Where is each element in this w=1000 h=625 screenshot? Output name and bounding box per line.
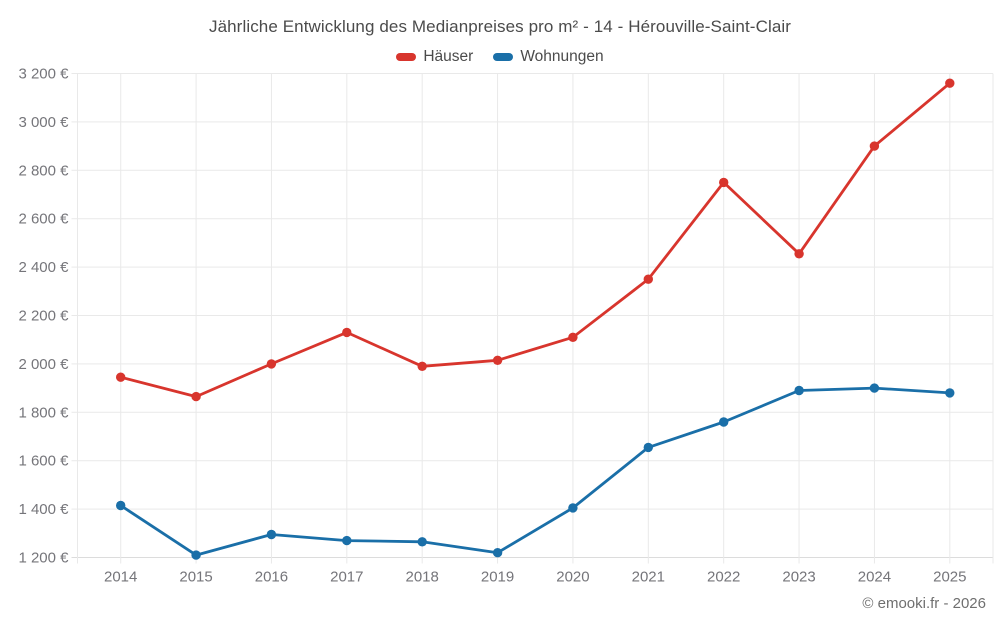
y-tick-label: 2 600 € [18, 211, 69, 228]
legend-item-hauser[interactable]: Häuser [396, 48, 473, 66]
data-point-hauser[interactable] [568, 332, 578, 342]
data-point-wohnungen[interactable] [568, 503, 578, 513]
footer-credit: © emooki.fr - 2026 [862, 595, 986, 612]
data-point-hauser[interactable] [869, 141, 880, 151]
x-tick-label: 2018 [406, 569, 439, 586]
data-point-wohnungen[interactable] [794, 385, 804, 396]
legend-item-wohnungen[interactable]: Wohnungen [493, 48, 604, 66]
x-tick-label: 2021 [632, 569, 665, 586]
x-tick-label: 2023 [782, 569, 815, 586]
data-point-hauser[interactable] [945, 78, 955, 88]
y-tick-label: 1 200 € [18, 550, 69, 567]
legend-label: Häuser [423, 48, 474, 65]
data-point-hauser[interactable] [492, 355, 503, 365]
series-line-wohnungen [119, 386, 952, 557]
data-point-wohnungen[interactable] [342, 535, 352, 546]
data-point-hauser[interactable] [643, 274, 653, 284]
data-point-wohnungen[interactable] [492, 548, 503, 558]
data-point-hauser[interactable] [719, 177, 729, 188]
data-point-hauser[interactable] [266, 359, 277, 369]
data-point-wohnungen[interactable] [191, 550, 201, 560]
data-point-wohnungen[interactable] [266, 529, 277, 540]
x-tick-label: 2020 [556, 569, 589, 586]
x-tick-label: 2022 [707, 569, 740, 586]
y-tick-label: 1 400 € [18, 501, 69, 518]
data-point-hauser[interactable] [417, 361, 427, 371]
data-point-hauser[interactable] [794, 249, 804, 259]
data-point-hauser[interactable] [191, 391, 201, 402]
data-point-hauser[interactable] [116, 372, 126, 382]
y-tick-label: 3 000 € [18, 114, 69, 131]
y-tick-label: 2 400 € [18, 259, 69, 276]
x-tick-label: 2024 [858, 569, 891, 586]
legend-swatch-icon [396, 53, 417, 61]
data-point-wohnungen[interactable] [869, 383, 880, 393]
legend: Häuser Wohnungen [0, 48, 1000, 66]
y-tick-label: 1 800 € [18, 404, 69, 421]
x-tick-label: 2015 [179, 569, 212, 586]
data-point-wohnungen[interactable] [643, 442, 653, 453]
x-tick-label: 2025 [933, 569, 966, 586]
y-tick-label: 2 800 € [18, 162, 69, 179]
series-line-hauser [119, 81, 952, 399]
data-point-wohnungen[interactable] [719, 417, 729, 427]
y-tick-label: 2 200 € [18, 308, 69, 325]
data-point-hauser[interactable] [342, 327, 352, 338]
data-point-wohnungen[interactable] [116, 500, 126, 511]
x-tick-label: 2014 [104, 569, 137, 586]
x-tick-label: 2017 [330, 569, 363, 586]
y-tick-label: 2 000 € [18, 356, 69, 373]
legend-label: Wohnungen [520, 48, 604, 65]
x-tick-label: 2016 [255, 569, 288, 586]
x-tick-label: 2019 [481, 569, 514, 586]
data-point-wohnungen[interactable] [417, 537, 427, 547]
data-point-wohnungen[interactable] [945, 388, 955, 398]
legend-swatch-icon [493, 53, 514, 61]
chart-title: Jährliche Entwicklung des Medianpreises … [208, 17, 792, 36]
y-tick-label: 3 200 € [18, 66, 69, 83]
y-tick-label: 1 600 € [18, 453, 69, 470]
